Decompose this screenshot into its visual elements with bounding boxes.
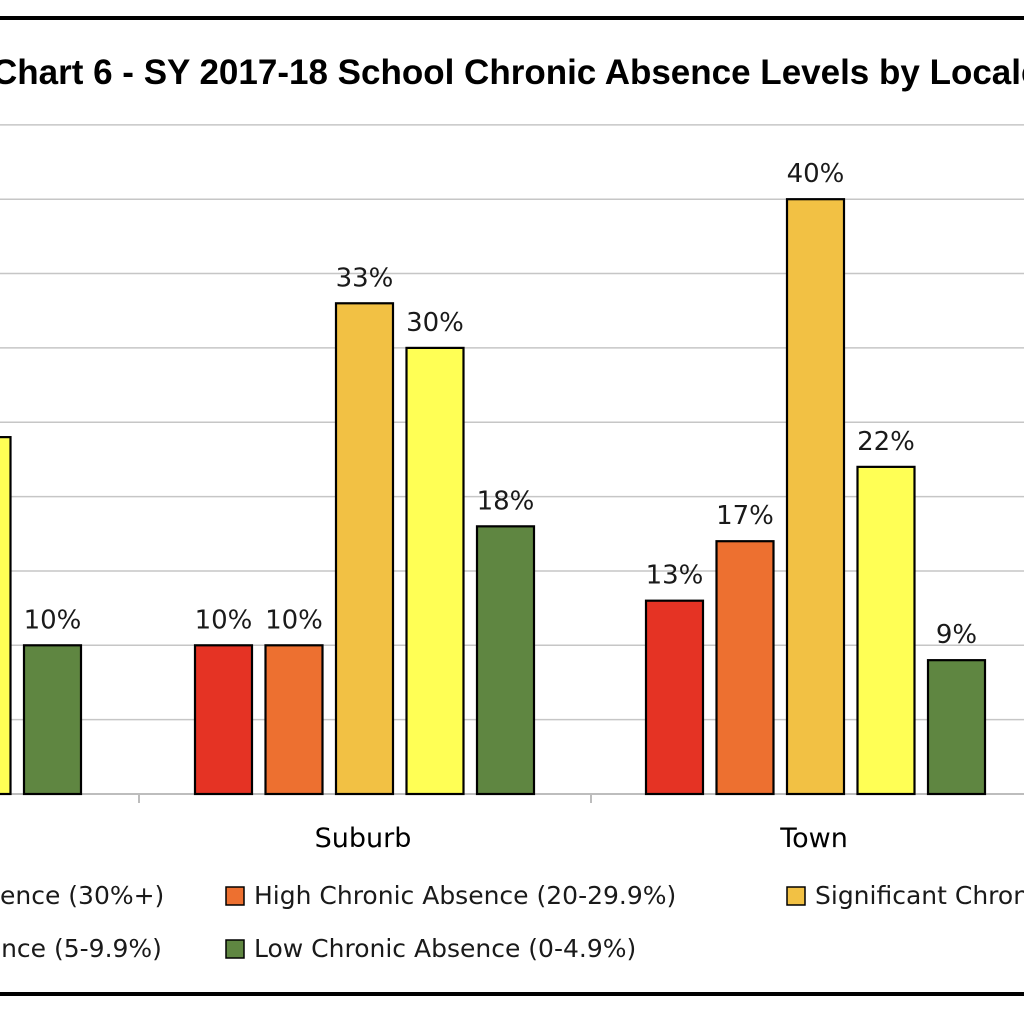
data-label: 33% (336, 263, 394, 293)
bar (715, 540, 775, 796)
data-label: 30% (406, 308, 464, 338)
legend-swatch (225, 886, 245, 906)
data-label: 17% (716, 501, 774, 531)
data-label: 40% (787, 159, 845, 189)
category-label: Suburb (315, 823, 412, 854)
legend-swatch (786, 886, 806, 906)
legend: Extreme Chronic Absence (30%+) High Chron… (0, 881, 1024, 963)
legend-label: Extreme Chronic Absence (30%+) (0, 881, 164, 910)
legend-swatch (225, 939, 245, 959)
legend-label: Significant Chronic Absence (10-19.9%) (815, 881, 1024, 910)
data-labels: 10%13%10%17%33%40%%30%22%10%18%9% (24, 159, 978, 650)
bar (475, 525, 536, 796)
data-label: 10% (24, 605, 82, 635)
legend-label: Low Chronic Absence (0-4.9%) (254, 934, 636, 963)
data-label: 18% (477, 486, 535, 516)
bar (785, 198, 846, 796)
legend-label: Modest Chronic Absence (5-9.9%) (0, 934, 162, 963)
data-label: 13% (646, 561, 704, 591)
chart-title: Chart 6 - SY 2017-18 School Chronic Abse… (0, 53, 1024, 92)
bars (0, 198, 987, 796)
bar (926, 659, 987, 796)
bar (405, 346, 465, 796)
category-labels: Suburb Town (315, 823, 848, 854)
legend-label: High Chronic Absence (20-29.9%) (254, 881, 676, 910)
bar (193, 644, 254, 796)
data-label: 9% (936, 620, 977, 650)
category-label: Town (779, 823, 848, 854)
bar (22, 644, 83, 796)
data-label: 10% (195, 605, 253, 635)
bar (264, 644, 324, 796)
bar (856, 465, 916, 796)
data-label: 10% (265, 605, 323, 635)
data-label: 22% (857, 427, 915, 457)
chart-frame (0, 16, 1024, 996)
bar (0, 436, 12, 796)
bar (334, 302, 395, 796)
bar (644, 599, 705, 796)
